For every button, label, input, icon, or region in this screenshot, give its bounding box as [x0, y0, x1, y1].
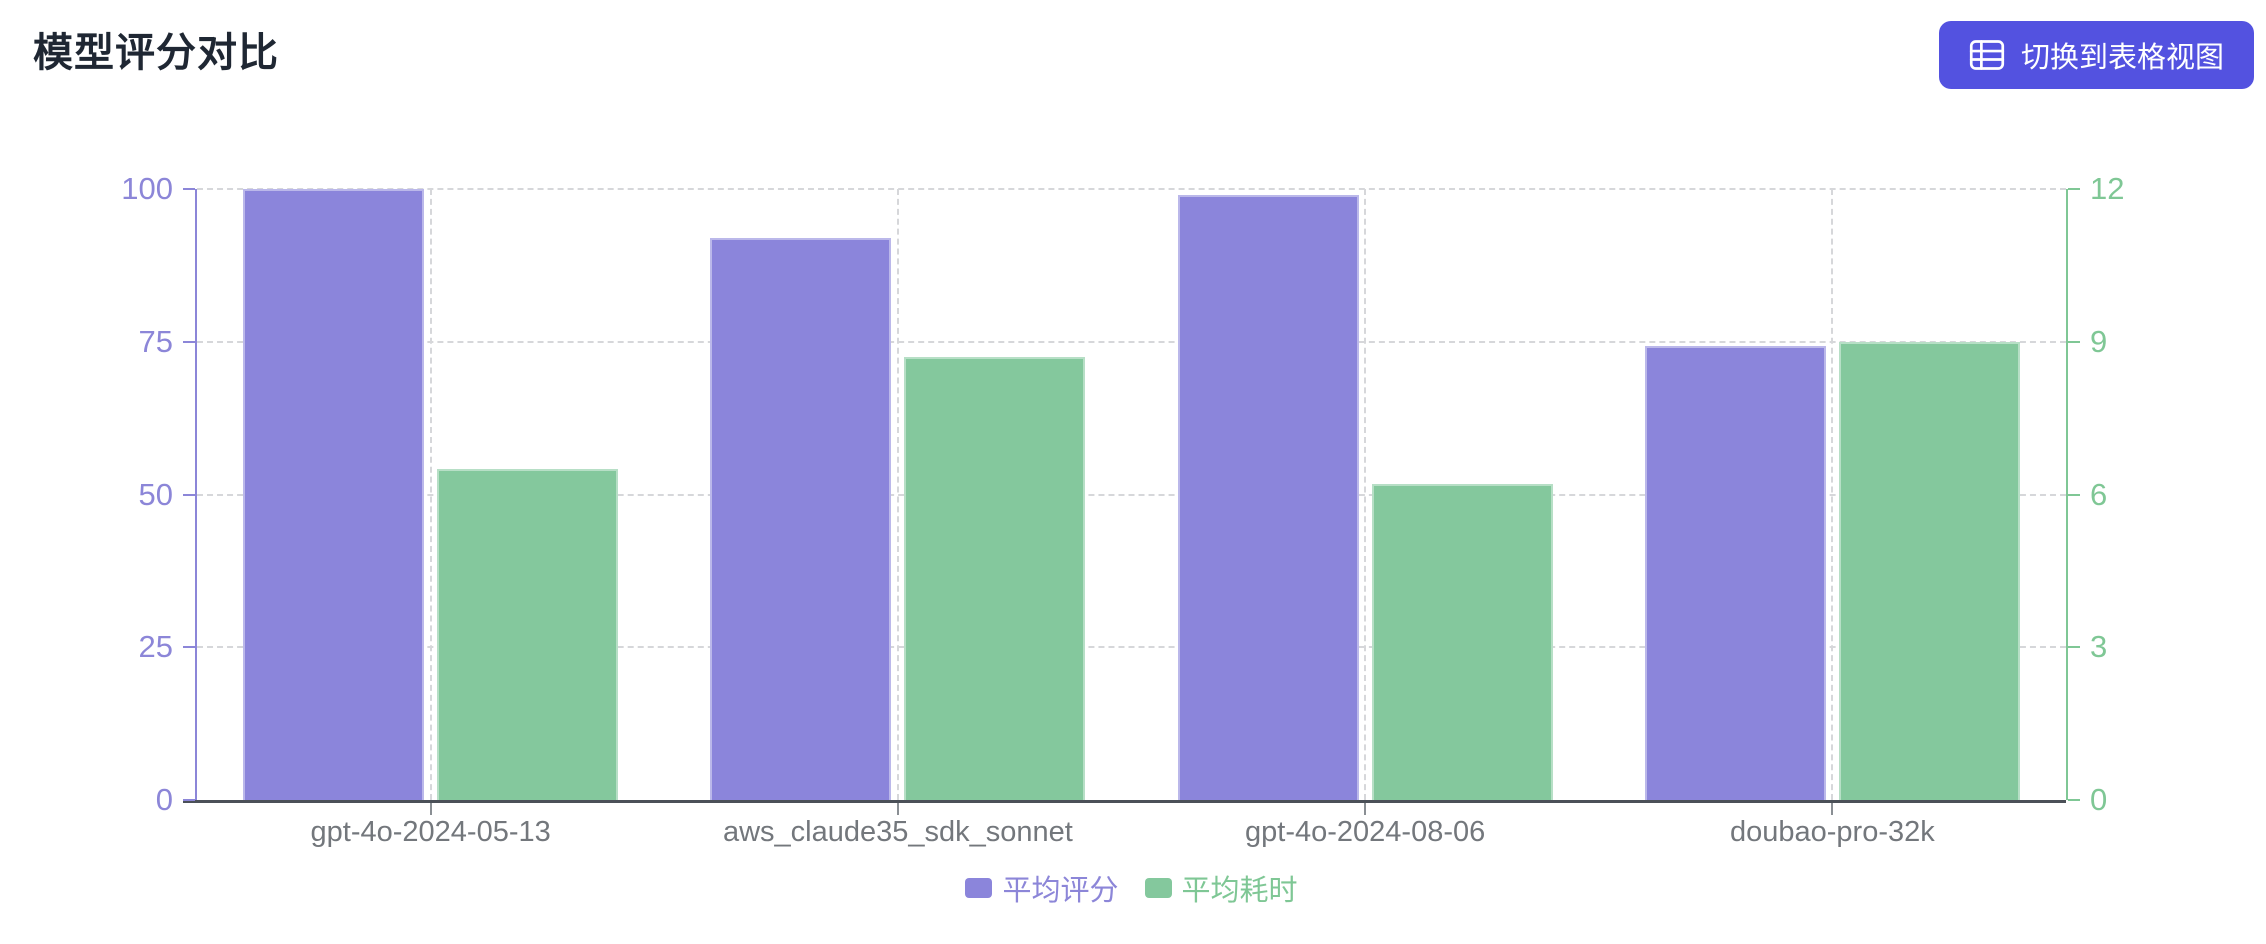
legend-label: 平均耗时 [1181, 875, 1298, 907]
vertical-gridline [1364, 189, 1367, 800]
x-axis-tick [1831, 803, 1834, 815]
table-icon [1969, 39, 2005, 71]
x-axis-category-label: gpt-4o-2024-08-06 [1245, 816, 1486, 848]
x-axis-category-label: doubao-pro-32k [1729, 816, 1935, 848]
avg-score-bar[interactable] [1644, 346, 1826, 800]
plot-area: 0 25 50 75 100 0 3 6 9 12 gpt-4o-2024-05-13 aws_cla… [121, 171, 2124, 848]
x-axis-tick [1364, 803, 1367, 815]
vertical-gridline [896, 189, 899, 800]
vertical-gridline [1831, 189, 1834, 800]
vertical-gridline [429, 189, 432, 800]
right-axis-tick-label: 9 [2090, 323, 2108, 359]
right-axis-tick [2068, 493, 2080, 496]
avg-score-bar[interactable] [243, 189, 425, 800]
right-axis-tick [2068, 799, 2080, 801]
x-axis-category-label: aws_claude35_sdk_sonnet [722, 816, 1073, 848]
avg-time-bar[interactable] [1371, 484, 1553, 800]
right-axis-tick-label: 12 [2090, 171, 2125, 206]
left-axis-tick-label: 0 [155, 782, 173, 817]
right-axis-tick-label: 0 [2090, 782, 2108, 817]
horizontal-gridline [197, 493, 2066, 496]
avg-score-bar[interactable] [1177, 195, 1359, 800]
avg-time-bar[interactable] [904, 357, 1086, 800]
left-axis-tick [183, 646, 195, 649]
right-axis-tick [2068, 646, 2080, 649]
right-axis-tick [2068, 340, 2080, 343]
chart-legend: 平均评分 平均耗时 [197, 866, 2066, 910]
avg-time-bar[interactable] [1838, 341, 2020, 800]
right-y-axis-line [2066, 189, 2068, 800]
left-axis-tick-label: 75 [138, 323, 173, 359]
switch-to-table-view-label: 切换到表格视图 [2020, 42, 2224, 74]
horizontal-gridline [197, 646, 2066, 649]
legend-item-avg-time[interactable]: 平均耗时 [1144, 867, 1298, 909]
right-axis-tick-label: 6 [2090, 476, 2108, 512]
x-axis-category-label: gpt-4o-2024-05-13 [310, 816, 551, 848]
legend-swatch [1144, 878, 1172, 898]
switch-to-table-view-button[interactable]: 切换到表格视图 [1938, 21, 2254, 89]
page-title: 模型评分对比 [33, 31, 279, 75]
left-axis-tick-label: 50 [138, 476, 173, 512]
left-axis-tick-label: 100 [121, 171, 173, 206]
right-axis-tick [2068, 188, 2080, 190]
legend-swatch [965, 878, 993, 898]
horizontal-gridline [197, 340, 2066, 343]
right-axis-tick-label: 3 [2090, 629, 2108, 665]
left-axis-tick [183, 799, 195, 801]
legend-label: 平均评分 [1002, 875, 1119, 907]
left-axis-tick-label: 25 [138, 629, 173, 665]
left-axis-tick [183, 493, 195, 496]
x-axis-tick [429, 803, 432, 815]
x-axis-tick [896, 803, 899, 815]
horizontal-gridline [197, 188, 2066, 190]
avg-time-bar[interactable] [437, 469, 619, 800]
avg-score-bar[interactable] [710, 237, 892, 800]
left-axis-tick [183, 340, 195, 343]
left-axis-tick [183, 188, 195, 190]
x-axis-line [183, 800, 2066, 803]
left-y-axis-line [195, 189, 197, 800]
legend-item-avg-score[interactable]: 平均评分 [965, 867, 1119, 909]
